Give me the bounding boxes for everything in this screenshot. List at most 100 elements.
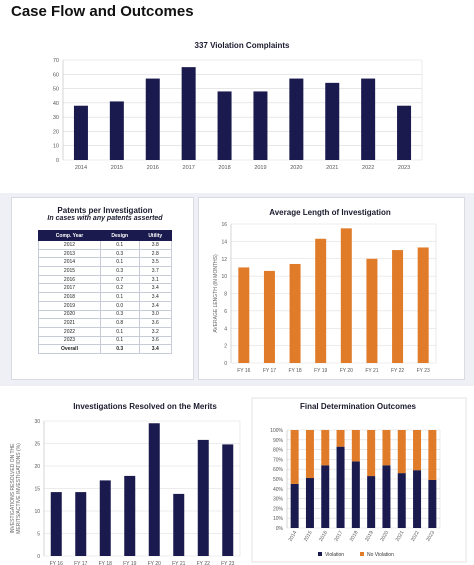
length-bar xyxy=(340,228,352,363)
determination-bar-violation xyxy=(367,476,376,528)
table-header-row: Comp. Year Design Utility xyxy=(38,230,173,241)
merits-ytick-label: 30 xyxy=(34,419,40,425)
violation-ytick-label: 0 xyxy=(56,158,59,164)
determination-ytick-label: 100% xyxy=(270,428,283,434)
length-ytick-label: 2 xyxy=(224,344,227,350)
merits-ytick-label: 0 xyxy=(37,554,40,560)
violation-xtick-label: 2022 xyxy=(362,165,374,171)
violation-ytick-label: 20 xyxy=(53,129,59,135)
violation-xtick-label: 2020 xyxy=(290,165,302,171)
violation-xtick-label: 2017 xyxy=(183,165,195,171)
determination-ytick-label: 60% xyxy=(273,467,284,473)
determination-bar-violation xyxy=(397,473,406,528)
merits-bar xyxy=(148,423,160,556)
determination-bar-no-violation xyxy=(305,430,314,479)
determination-bar-no-violation xyxy=(397,430,406,474)
violation-bar xyxy=(181,67,196,160)
merits-ytick-label: 20 xyxy=(34,464,40,470)
determination-xtick-label: 2014 xyxy=(288,530,299,543)
determination-xtick-label: 2016 xyxy=(318,530,329,543)
length-ytick-label: 8 xyxy=(224,292,227,298)
length-bar xyxy=(263,270,275,363)
merits-xtick-label: FY 18 xyxy=(99,561,112,565)
violation-xtick-label: 2019 xyxy=(254,165,266,171)
violation-xtick-label: 2018 xyxy=(218,165,230,171)
length-xtick-label: FY 20 xyxy=(340,368,353,374)
merits-xtick-label: FY 17 xyxy=(74,561,87,565)
violation-xtick-label: 2014 xyxy=(75,165,87,171)
determination-xtick-label: 2023 xyxy=(425,530,436,543)
patents-table-body: 2012 0.1 3.8 2013 0.3 2.8 2014 0.1 3.5 2015 0.3 3.7… xyxy=(38,240,173,354)
determination-bar-no-violation xyxy=(428,430,437,480)
determination-bar-no-violation xyxy=(290,430,299,484)
determination-ytick-label: 30% xyxy=(273,497,284,503)
determination-xtick-label: 2021 xyxy=(395,530,406,543)
table-total-row: Overall 0.3 3.4 xyxy=(38,344,173,354)
determination-bar-no-violation xyxy=(351,430,360,462)
length-ylabel: AVERAGE LENGTH (IN MONTHS) xyxy=(213,254,219,333)
violation-bar xyxy=(73,105,88,160)
merits-bar xyxy=(50,492,62,556)
violation-ytick-label: 50 xyxy=(53,87,59,93)
merits-ytick-label: 25 xyxy=(34,442,40,448)
determination-xtick-label: 2015 xyxy=(303,530,314,543)
violation-xtick-label: 2021 xyxy=(326,165,338,171)
determination-ytick-label: 0% xyxy=(276,526,284,532)
merits-ytick-label: 5 xyxy=(37,532,40,538)
length-xtick-label: FY 22 xyxy=(391,368,404,374)
merits-xtick-label: FY 19 xyxy=(123,561,136,565)
length-bar xyxy=(238,267,250,363)
determination-legend-label: No Violation xyxy=(367,552,394,558)
merits-chart-title: Investigations Resolved on the Merits xyxy=(73,402,217,411)
determination-chart-title: Final Determination Outcomes xyxy=(300,402,417,411)
determination-bar-violation xyxy=(305,478,314,528)
determination-bar-violation xyxy=(413,470,422,528)
length-ytick-label: 14 xyxy=(221,239,227,245)
determination-legend-label: Violation xyxy=(325,552,344,558)
length-chart-title: Average Length of Investigation xyxy=(269,208,391,217)
determination-xtick-label: 2020 xyxy=(379,530,390,543)
merits-xtick-label: FY 23 xyxy=(221,561,234,565)
determination-bar-no-violation xyxy=(321,430,330,466)
length-bar xyxy=(417,247,429,363)
determination-ytick-label: 20% xyxy=(273,506,284,512)
merits-bar xyxy=(99,480,111,556)
length-ytick-label: 16 xyxy=(221,222,227,228)
determination-bar-violation xyxy=(336,446,345,528)
determination-xtick-label: 2018 xyxy=(349,530,360,543)
determination-ytick-label: 50% xyxy=(273,477,284,483)
violation-bar xyxy=(253,91,268,160)
violation-ytick-label: 30 xyxy=(53,115,59,121)
length-xtick-label: FY 21 xyxy=(365,368,378,374)
merits-ylabel: INVESTIGATIONS RESOLVED ON THE xyxy=(10,443,16,534)
violation-bar xyxy=(361,78,376,160)
merits-xtick-label: FY 22 xyxy=(197,561,210,565)
violation-ytick-label: 70 xyxy=(53,58,59,64)
determination-bar-violation xyxy=(428,479,437,528)
violation-bar xyxy=(109,101,124,160)
determination-xtick-label: 2017 xyxy=(334,530,345,543)
length-xtick-label: FY 19 xyxy=(314,368,327,374)
determination-ytick-label: 40% xyxy=(273,487,284,493)
patents-table-subtitle: In cases with any patents asserted xyxy=(47,215,163,222)
merits-ytick-label: 15 xyxy=(34,487,40,493)
length-bar xyxy=(366,258,378,363)
length-xtick-label: FY 17 xyxy=(263,368,276,374)
violation-xtick-label: 2023 xyxy=(398,165,410,171)
violation-bar xyxy=(289,78,304,160)
merits-bar xyxy=(173,493,185,556)
patents-table-title-block: Patents per Investigation In cases with … xyxy=(20,206,190,222)
determination-bar-no-violation xyxy=(336,430,345,447)
violation-xtick-label: 2016 xyxy=(147,165,159,171)
determination-bar-violation xyxy=(351,461,360,528)
determination-xtick-label: 2022 xyxy=(410,530,421,543)
determination-legend-swatch xyxy=(360,552,364,556)
table-header-utility: Utility xyxy=(138,230,173,241)
violation-chart-title: 337 Violation Complaints xyxy=(195,41,291,50)
determination-bar-no-violation xyxy=(382,430,391,466)
length-ytick-label: 12 xyxy=(221,257,227,263)
patents-table-wrap: Comp. Year Design Utility 2012 0.1 3.8 2013… xyxy=(38,230,173,354)
determination-xtick-label: 2019 xyxy=(364,530,375,543)
merits-ytick-label: 10 xyxy=(34,509,40,515)
violation-bar xyxy=(217,91,232,160)
